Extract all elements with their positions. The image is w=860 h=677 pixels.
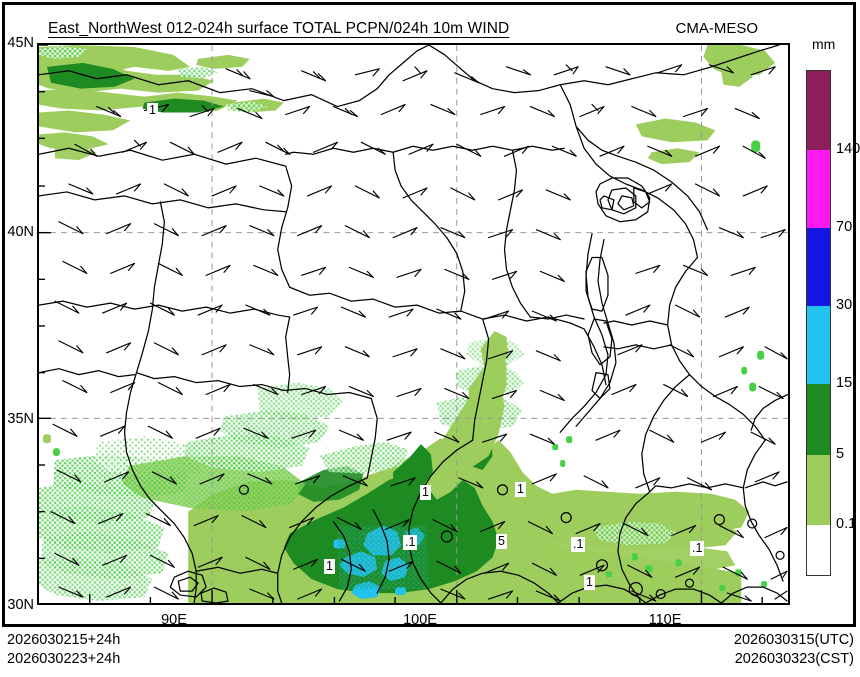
y-tick-40n: 40N (7, 224, 34, 240)
x-tick-90e: 90E (161, 612, 187, 628)
map-plot-area[interactable]: 1 1 1 .1 5 1 .1 .1 1 (37, 43, 790, 605)
model-tag: CMA-MESO (675, 20, 759, 37)
map-canvas (39, 45, 788, 603)
colorbar-band-140plus (806, 70, 831, 150)
colorbar-tick-30: 30 (836, 297, 853, 313)
colorbar-tick-0.1: 0.1 (836, 516, 857, 532)
colorbar-band-below-0.1 (806, 525, 831, 576)
wind-barb-layer (50, 64, 788, 602)
page-title: East_NorthWest 012-024h surface TOTAL PC… (48, 20, 510, 37)
colorbar-tick-15: 15 (836, 375, 853, 391)
axis-ticks (39, 45, 763, 603)
y-tick-45n: 45N (7, 35, 34, 51)
footer-init-time-utc: 2026030215+24h (7, 632, 121, 648)
contour-label: 1 (420, 485, 431, 500)
contour-label: .1 (690, 541, 705, 556)
x-tick-110e: 110E (648, 612, 682, 628)
footer: 2026030215+24h 2026030223+24h 2026030315… (0, 630, 860, 677)
footer-init-time-cst: 2026030223+24h (7, 651, 121, 667)
colorbar-tick-70: 70 (836, 219, 853, 235)
colorbar-band-0.1-5 (806, 455, 831, 525)
colorbar-band-70-140 (806, 150, 831, 228)
y-tick-30n: 30N (7, 597, 34, 613)
colorbar-band-5-15 (806, 384, 831, 455)
contour-label: 1 (324, 559, 335, 574)
footer-valid-time-utc: 2026030315(UTC) (733, 632, 854, 648)
map-boundaries (39, 45, 788, 603)
colorbar[interactable] (806, 70, 831, 576)
y-tick-35n: 35N (7, 411, 34, 427)
footer-valid-time-cst: 2026030323(CST) (734, 651, 854, 667)
contour-label: 1 (515, 482, 526, 497)
contour-label: 5 (496, 534, 507, 549)
contour-label: .1 (403, 535, 418, 550)
x-tick-100e: 100E (403, 612, 437, 628)
colorbar-tick-5: 5 (836, 446, 845, 462)
contour-label: 1 (584, 575, 595, 590)
colorbar-band-30-70 (806, 228, 831, 306)
contour-label: .1 (571, 537, 586, 552)
colorbar-band-15-30 (806, 306, 831, 384)
contour-label: 1 (147, 103, 158, 118)
colorbar-unit-label: mm (812, 36, 836, 52)
colorbar-tick-140: 140 (836, 141, 860, 157)
